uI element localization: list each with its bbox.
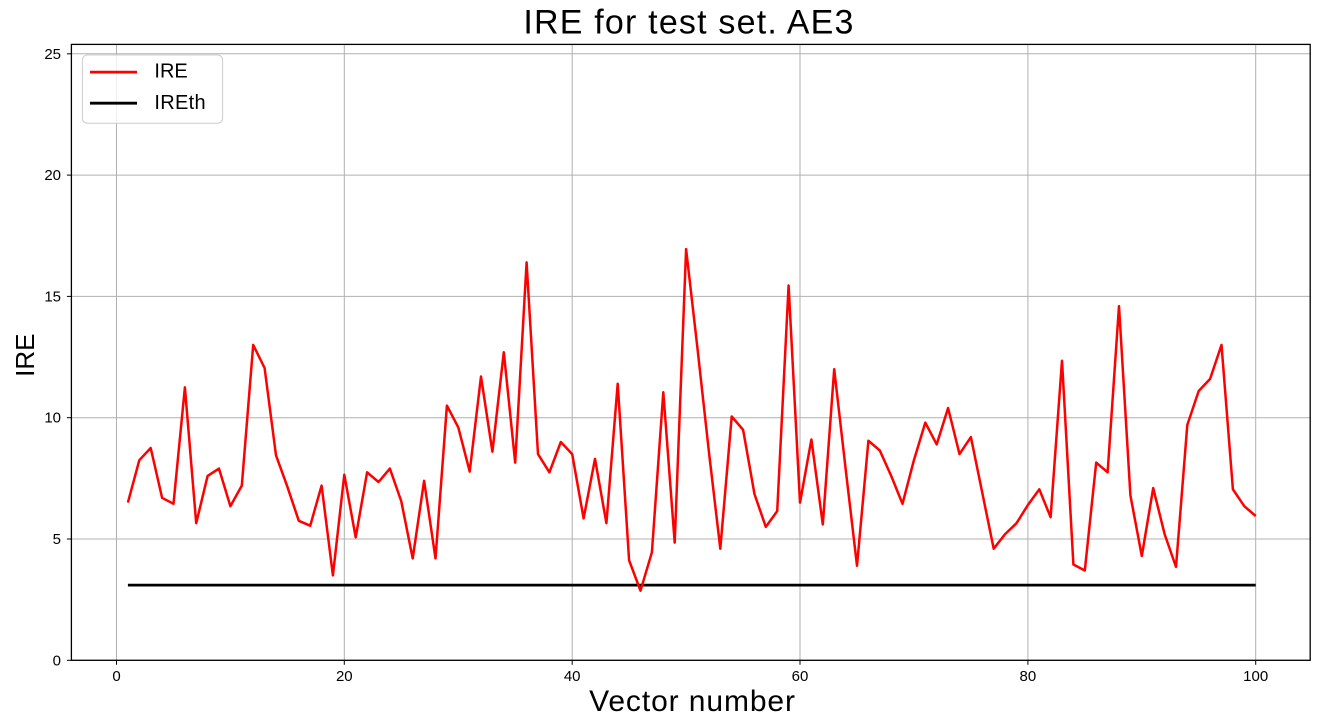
svg-text:Vector number: Vector number	[589, 685, 796, 718]
svg-text:IREth: IREth	[154, 92, 206, 114]
svg-text:20: 20	[336, 668, 353, 685]
svg-text:100: 100	[1243, 668, 1268, 685]
svg-text:15: 15	[44, 288, 61, 305]
svg-text:10: 10	[44, 410, 61, 427]
svg-text:40: 40	[564, 668, 581, 685]
svg-text:25: 25	[44, 46, 61, 63]
svg-text:IRE: IRE	[154, 61, 187, 83]
svg-text:60: 60	[792, 668, 809, 685]
svg-text:0: 0	[112, 668, 120, 685]
svg-text:IRE: IRE	[10, 334, 40, 377]
svg-text:20: 20	[44, 167, 61, 184]
svg-text:0: 0	[53, 652, 61, 669]
svg-text:80: 80	[1020, 668, 1037, 685]
svg-text:IRE for test set. AE3: IRE for test set. AE3	[523, 4, 854, 42]
svg-text:5: 5	[53, 531, 61, 548]
